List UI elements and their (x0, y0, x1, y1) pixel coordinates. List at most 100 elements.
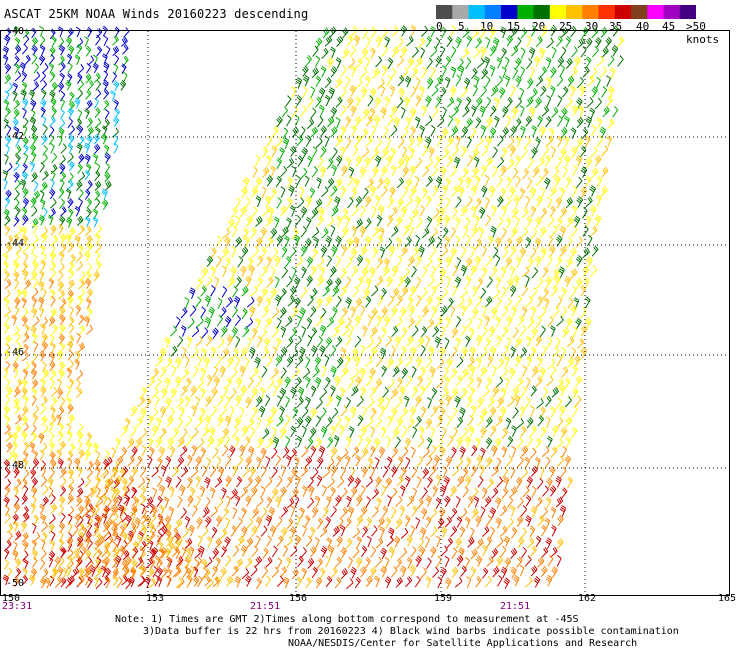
wind-barb (290, 348, 299, 359)
wind-barb (315, 37, 323, 49)
wind-barb (241, 285, 249, 297)
wind-barb (251, 206, 258, 218)
wind-barb (102, 521, 110, 533)
wind-barb (489, 64, 496, 77)
wind-barb (76, 215, 84, 226)
wind-barb (176, 437, 185, 448)
wind-barb (160, 546, 168, 559)
wind-barb (265, 416, 274, 428)
wind-barb (51, 35, 57, 47)
wind-barb (350, 247, 358, 260)
wind-barb (416, 497, 424, 510)
lon-label-159: 159 (434, 593, 453, 604)
wind-barb (541, 485, 549, 497)
wind-barb (180, 325, 187, 337)
wind-barb (529, 447, 537, 460)
wind-barb (6, 567, 13, 578)
wind-barb (164, 336, 171, 349)
wind-barb (397, 197, 404, 209)
wind-barb (436, 398, 444, 410)
wind-barb (21, 351, 29, 362)
wind-barb (93, 133, 100, 145)
wind-barb (530, 385, 537, 397)
wind-barb (92, 525, 100, 538)
wind-barb (402, 166, 409, 178)
wind-barb (481, 326, 488, 338)
wind-barb (256, 255, 264, 267)
wind-barb (76, 332, 82, 344)
lon-label-156: 156 (289, 593, 308, 604)
wind-barb (68, 378, 75, 389)
wind-barb (528, 47, 536, 59)
wind-barb (161, 567, 168, 579)
wind-barb (158, 521, 166, 532)
wind-barb (425, 175, 433, 188)
wind-barb (558, 405, 566, 417)
wind-barb (141, 514, 148, 525)
wind-barb (311, 227, 320, 238)
wind-barb (371, 488, 380, 500)
wind-barb (291, 126, 299, 138)
wind-barb (184, 537, 193, 549)
wind-barb (542, 387, 549, 399)
wind-barb (375, 56, 383, 68)
wind-barb (492, 246, 499, 259)
wind-barb (212, 327, 219, 340)
wind-barb (330, 505, 337, 518)
wind-barb (221, 487, 227, 499)
wind-barb (437, 415, 444, 428)
wind-barb (289, 205, 296, 217)
wind-barb (44, 576, 51, 589)
wind-barb (104, 576, 111, 589)
wind-barb (400, 25, 408, 37)
wind-barb (275, 516, 283, 528)
wind-barb (501, 227, 507, 240)
wind-barb (180, 466, 189, 478)
wind-barb (355, 557, 363, 569)
wind-barb (537, 415, 544, 427)
wind-barb (286, 517, 294, 530)
wind-barb (372, 166, 379, 178)
wind-barb (67, 450, 74, 462)
wind-barb (224, 555, 232, 567)
wind-barb (354, 335, 362, 348)
wind-barb (68, 134, 75, 145)
wind-barb (559, 504, 567, 517)
wind-barb (344, 415, 351, 428)
wind-barb (291, 266, 297, 279)
wind-barb (420, 406, 427, 418)
wind-barb (244, 436, 251, 448)
wind-barb (494, 437, 502, 449)
wind-barb (48, 62, 55, 74)
wind-barb (13, 189, 20, 201)
wind-barb (66, 340, 74, 352)
wind-barb (485, 416, 493, 428)
wind-barb (369, 367, 376, 379)
wind-barb (224, 435, 230, 447)
wind-barb (221, 247, 230, 259)
wind-barb (484, 174, 490, 187)
wind-barb (123, 27, 130, 38)
wind-barb (240, 526, 248, 538)
wind-barb (14, 403, 21, 415)
wind-barb (573, 215, 581, 228)
wind-barb (139, 485, 147, 498)
wind-barb (511, 445, 517, 458)
wind-barb (86, 241, 94, 253)
wind-barb (77, 440, 83, 451)
wind-barb (58, 215, 66, 227)
wind-barb (103, 70, 109, 82)
wind-barb (147, 567, 155, 578)
wind-barb (501, 487, 509, 499)
wind-barb (244, 575, 252, 587)
wind-barb (479, 287, 487, 300)
wind-barb (86, 460, 94, 471)
wind-barb (172, 545, 179, 557)
wind-barb (279, 307, 287, 319)
wind-barb (56, 349, 64, 361)
wind-barb (446, 415, 452, 427)
wind-barb (31, 379, 39, 390)
wind-barb (547, 235, 554, 247)
wind-barb (15, 206, 21, 218)
wind-barb (122, 44, 129, 55)
